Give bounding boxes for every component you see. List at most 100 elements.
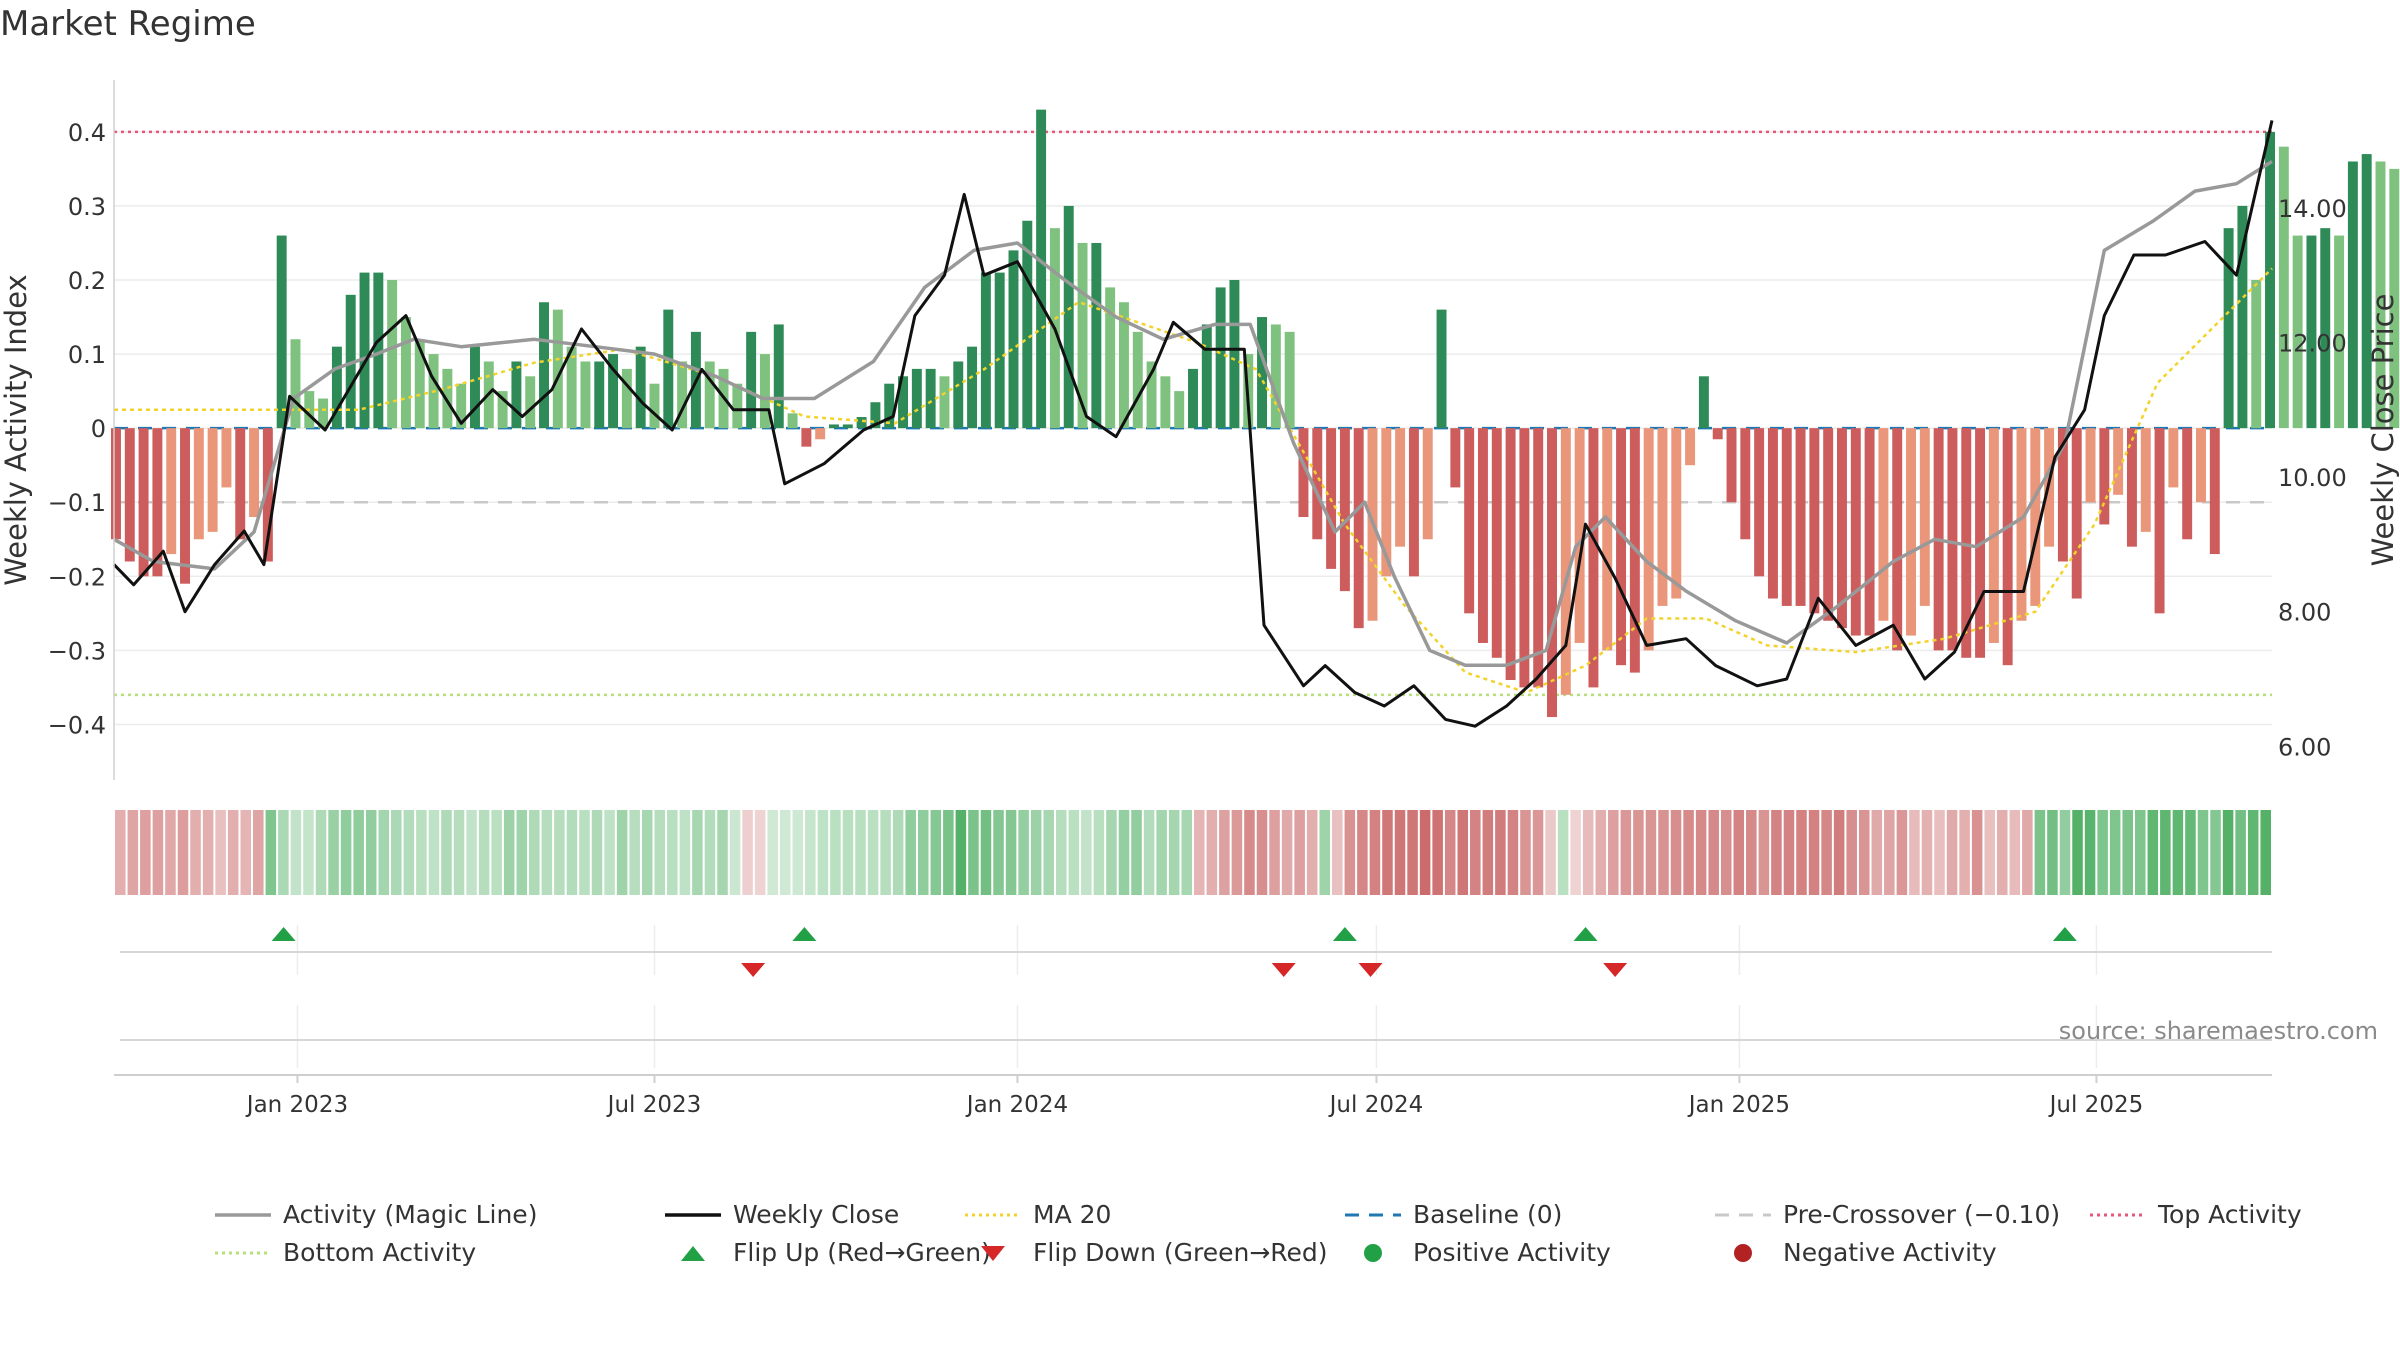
activity-bar [967, 346, 978, 429]
regime-strip-cell [1219, 810, 1230, 895]
activity-bar [856, 417, 867, 429]
regime-strip-cell [817, 810, 829, 895]
activity-bar [1381, 428, 1392, 577]
flip-up-marker [271, 927, 296, 941]
regime-strip-cell [1720, 810, 1732, 895]
y-tick-label: −0.1 [48, 489, 106, 517]
regime-strip-cell [1771, 810, 1782, 895]
activity-bar [1229, 280, 1240, 429]
activity-bar [884, 383, 895, 429]
regime-strip-cell [955, 810, 967, 895]
flip-down-marker [741, 963, 766, 977]
regime-strip-cell [1344, 810, 1356, 895]
regime-strip-cell [566, 810, 578, 895]
regime-strip-cell [152, 810, 164, 895]
activity-bar [525, 376, 536, 429]
regime-strip-cell [127, 810, 139, 895]
activity-bar [1698, 376, 1709, 429]
activity-bar [1671, 428, 1682, 599]
activity-bar [911, 368, 922, 429]
activity-bar [414, 339, 425, 429]
regime-strip-cell [1156, 810, 1167, 895]
regime-strip-cell [1005, 810, 1017, 895]
activity-bar [166, 428, 177, 555]
regime-strip-cell [1231, 810, 1243, 895]
legend-label: Baseline (0) [1413, 1200, 1563, 1229]
regime-strip-cell [1557, 810, 1569, 895]
activity-bar [1961, 428, 1972, 658]
regime-strip-cell [1369, 810, 1381, 895]
regime-strip-cell [679, 810, 691, 895]
regime-strip-cell [880, 810, 891, 895]
regime-strip-cell [328, 810, 339, 895]
regime-strip-cell [140, 810, 151, 895]
y2-tick-label: 12.00 [2278, 330, 2347, 358]
regime-strip-cell [1921, 810, 1933, 895]
regime-strip-cell [1143, 810, 1155, 895]
circle-icon [1364, 1243, 1382, 1262]
regime-strip-cell [1971, 810, 1983, 895]
regime-strip-cell [1444, 810, 1456, 895]
regime-strip-cell [1495, 810, 1506, 895]
activity-bar [1712, 428, 1723, 440]
activity-bar [2140, 428, 2151, 532]
activity-bar [1146, 361, 1157, 429]
activity-bar [262, 428, 273, 562]
flip-up-marker [1573, 927, 1598, 941]
y2-tick-label: 14.00 [2278, 195, 2347, 223]
activity-bar [1257, 317, 1268, 429]
legend-item: Flip Up (Red→Green) [665, 1238, 991, 1267]
regime-strip-cell [1884, 810, 1895, 895]
regime-strip-cell [165, 810, 176, 895]
regime-strip-cell [1946, 810, 1958, 895]
chart-title: Market Regime [0, 4, 256, 44]
activity-bar [732, 383, 743, 429]
activity-bar [2057, 428, 2068, 562]
activity-bar [787, 413, 798, 429]
regime-strip-cell [692, 810, 703, 895]
activity-bar [635, 346, 646, 429]
activity-bar [677, 361, 688, 429]
regime-strip-cell [1206, 810, 1218, 895]
y2-tick-label: 8.00 [2278, 599, 2331, 627]
flip-markers-panel [120, 925, 2272, 977]
regime-strip-cell [1934, 810, 1945, 895]
regime-strip-cell [1030, 810, 1042, 895]
x-tick-label: Jan 2023 [245, 1092, 348, 1118]
activity-bar [1298, 428, 1309, 518]
legend-item: Baseline (0) [1345, 1200, 1562, 1229]
regime-strip-cell [1833, 810, 1845, 895]
activity-bar [539, 302, 549, 429]
regime-strip-cell [2235, 810, 2246, 895]
activity-bar [608, 354, 619, 429]
regime-strip-cell [365, 810, 377, 895]
series-lines [112, 120, 2274, 728]
regime-strip-cell [1783, 810, 1795, 895]
activity-bar [580, 361, 591, 429]
flip-up-marker [792, 927, 817, 941]
regime-strip-cell [2097, 810, 2108, 895]
regime-strip-cell [2084, 810, 2096, 895]
regime-strip-cell [1909, 810, 1920, 895]
regime-strip-cell [2160, 810, 2171, 895]
activity-bar [2071, 428, 2082, 599]
regime-strip-cell [1746, 810, 1757, 895]
activity-bar [1450, 428, 1461, 488]
activity-bar [1754, 428, 1765, 577]
regime-strip-cell [993, 810, 1004, 895]
activity-bar [497, 391, 508, 429]
legend-item: MA 20 [965, 1200, 1111, 1229]
regime-strip-cell [1871, 810, 1883, 895]
regime-strip-cell [1055, 810, 1067, 895]
legend-label: Positive Activity [1413, 1238, 1611, 1267]
legend-label: Weekly Close [733, 1200, 900, 1229]
regime-strip-cell [2122, 810, 2133, 895]
regime-strip-cell [240, 810, 252, 895]
regime-strip-cell [980, 810, 992, 895]
circle-icon [1734, 1243, 1752, 1262]
activity-bar [2002, 428, 2013, 666]
activity-bar [594, 361, 605, 429]
activity-bar [939, 376, 950, 429]
activity-bar [2334, 235, 2345, 429]
solid-line-icon [215, 1212, 271, 1217]
